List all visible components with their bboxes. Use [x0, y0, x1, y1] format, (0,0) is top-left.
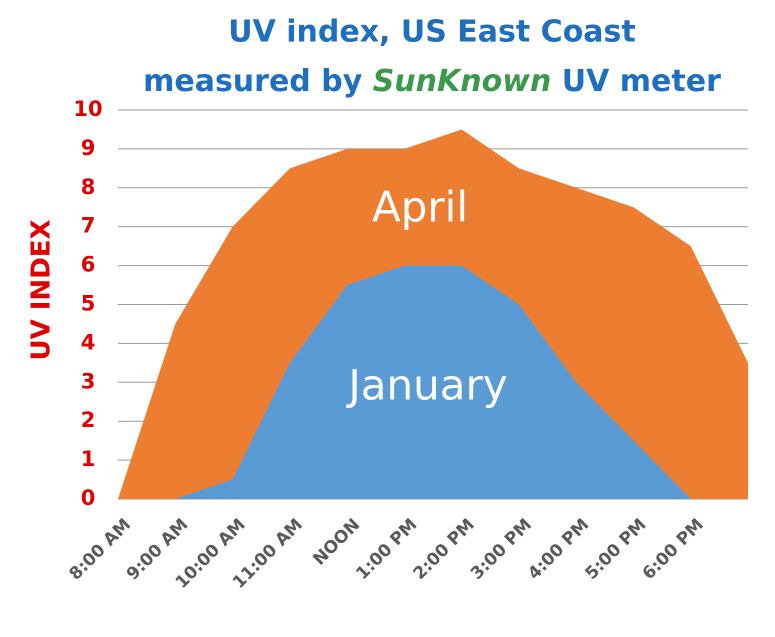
- y-tick-label: 1: [81, 447, 96, 471]
- chart-title: UV index, US East Coast: [228, 15, 636, 50]
- x-tick-label: NOON: [309, 515, 364, 570]
- x-tick-label: 8:00 AM: [66, 515, 135, 584]
- y-tick-label: 3: [81, 369, 96, 393]
- y-tick-label: 8: [81, 175, 96, 199]
- subtitle-start: measured by: [143, 64, 363, 99]
- y-tick-label: 2: [81, 408, 96, 432]
- x-tick-label: 3:00 PM: [467, 515, 536, 584]
- series-label: April: [372, 183, 468, 232]
- subtitle-end: UV meter: [562, 64, 721, 99]
- y-tick-label: 9: [81, 136, 96, 160]
- y-tick-label: 0: [81, 486, 96, 510]
- x-tick-label: 4:00 PM: [524, 515, 593, 584]
- brand: SunKnown: [373, 64, 552, 99]
- x-tick-label: 5:00 PM: [582, 515, 651, 584]
- y-tick-label: 10: [73, 97, 102, 121]
- series-label: January: [345, 361, 507, 410]
- area: [118, 265, 748, 499]
- chart-subtitle: measured by SunKnown UV meter: [143, 64, 721, 99]
- y-tick-label: 5: [81, 292, 96, 316]
- x-tick-label: 1:00 PM: [352, 515, 421, 584]
- x-tick-label: 6:00 PM: [639, 515, 708, 584]
- y-tick-label: 6: [81, 253, 96, 277]
- y-tick-label: 7: [81, 214, 96, 238]
- x-tick-label: 2:00 PM: [410, 515, 479, 584]
- y-tick-label: 4: [81, 330, 96, 354]
- y-axis-label: UV INDEX: [27, 219, 57, 360]
